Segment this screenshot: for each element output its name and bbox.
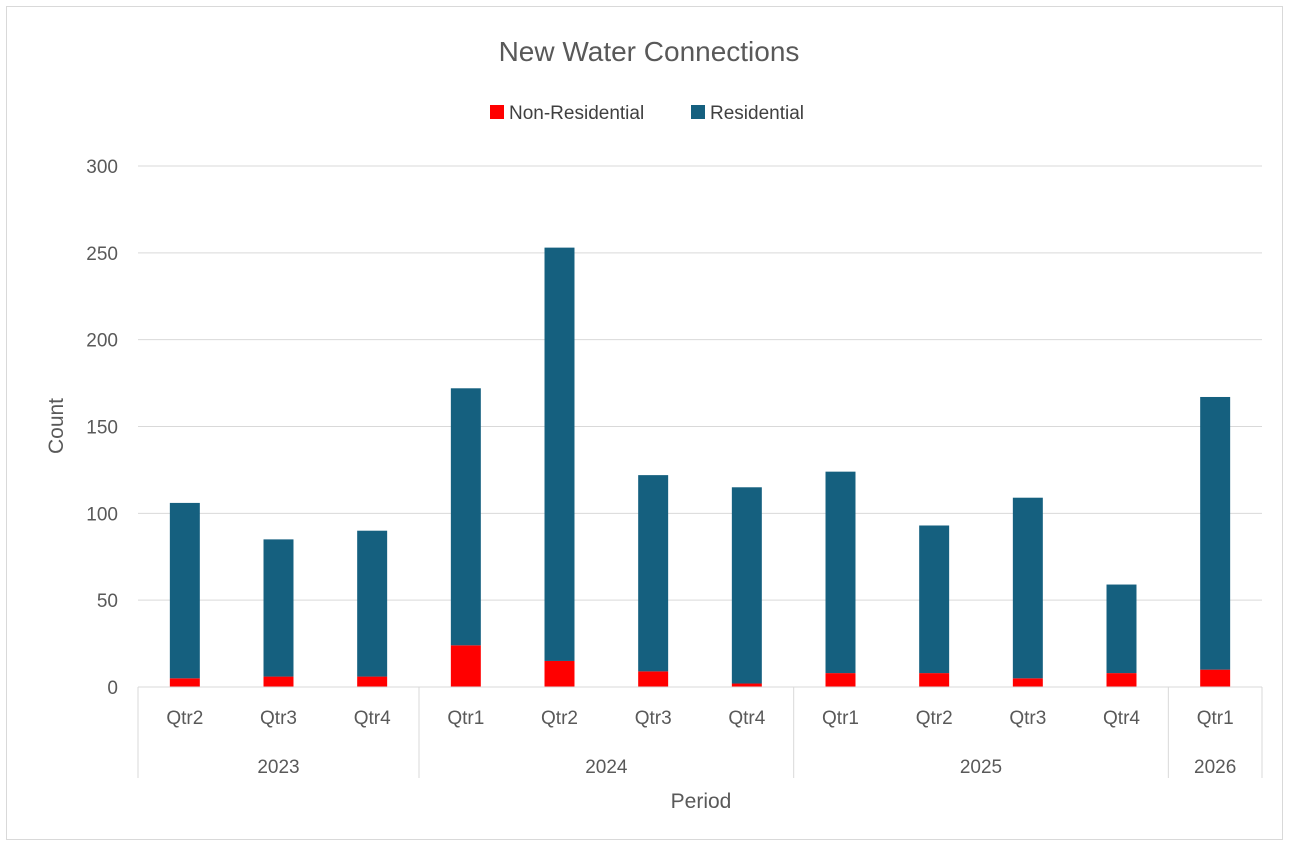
bar-residential [1106, 584, 1137, 674]
x-group-label: 2026 [1194, 757, 1236, 778]
y-tick-label: 300 [86, 157, 118, 178]
bar-residential [731, 487, 762, 684]
bar-residential [638, 475, 669, 672]
bar-residential [544, 247, 575, 661]
x-group-label: 2023 [257, 757, 299, 778]
legend-swatch-residential [691, 105, 705, 119]
bar-non-residential [169, 678, 200, 687]
bar-residential [450, 388, 481, 646]
x-group-label: 2024 [585, 757, 628, 778]
chart-title: New Water Connections [499, 36, 800, 67]
x-tick-label: Qtr4 [354, 708, 391, 729]
x-tick-label: Qtr4 [728, 708, 765, 729]
bar-residential [1200, 396, 1231, 670]
x-tick-label: Qtr3 [1009, 708, 1046, 729]
x-tick-label: Qtr3 [635, 708, 672, 729]
legend: Non-Residential Residential [490, 103, 804, 124]
x-axis: Qtr2 Qtr3 Qtr4 Qtr1 Qtr2 Qtr3 Qtr4 Qtr1 Qtr2 Qtr3… [137, 686, 1263, 778]
x-tick-label: Qtr2 [541, 708, 578, 729]
bar-non-residential [357, 676, 388, 687]
bar-non-residential [450, 645, 481, 687]
bar-residential [263, 539, 294, 677]
bar-non-residential [1106, 673, 1137, 687]
x-tick-label: Qtr3 [260, 708, 297, 729]
chart-frame [6, 6, 1283, 840]
bar-residential [825, 471, 856, 674]
y-tick-label: 0 [107, 678, 118, 699]
x-tick-label: Qtr1 [1197, 708, 1234, 729]
legend-swatch-non-residential [490, 105, 504, 119]
y-tick-label: 250 [86, 244, 118, 265]
x-tick-label: Qtr1 [822, 708, 859, 729]
bars [169, 247, 1231, 687]
y-axis-ticks: 0 50 100 150 200 250 300 [86, 157, 118, 699]
x-tick-label: Qtr2 [916, 708, 953, 729]
x-group-label: 2025 [960, 757, 1002, 778]
bar-residential [357, 530, 388, 677]
x-tick-label: Qtr2 [166, 708, 203, 729]
bar-non-residential [919, 673, 950, 687]
y-tick-label: 150 [86, 418, 118, 439]
x-tick-label: Qtr4 [1103, 708, 1140, 729]
y-tick-label: 100 [86, 504, 118, 525]
bar-residential [919, 525, 950, 674]
gridlines [138, 165, 1262, 601]
bar-residential [169, 502, 200, 679]
bar-non-residential [1200, 669, 1231, 687]
bar-non-residential [638, 671, 669, 687]
y-tick-label: 50 [97, 591, 118, 612]
legend-label-residential: Residential [710, 103, 804, 124]
bar-non-residential [1012, 678, 1043, 687]
bar-non-residential [731, 683, 762, 687]
y-tick-label: 200 [86, 331, 118, 352]
legend-label-non-residential: Non-Residential [509, 103, 644, 124]
bar-non-residential [544, 660, 575, 687]
bar-non-residential [263, 676, 294, 687]
bar-non-residential [825, 673, 856, 687]
bar-residential [1012, 497, 1043, 679]
y-axis-title: Count [45, 398, 68, 454]
x-tick-label: Qtr1 [447, 708, 484, 729]
x-axis-title: Period [671, 790, 732, 813]
